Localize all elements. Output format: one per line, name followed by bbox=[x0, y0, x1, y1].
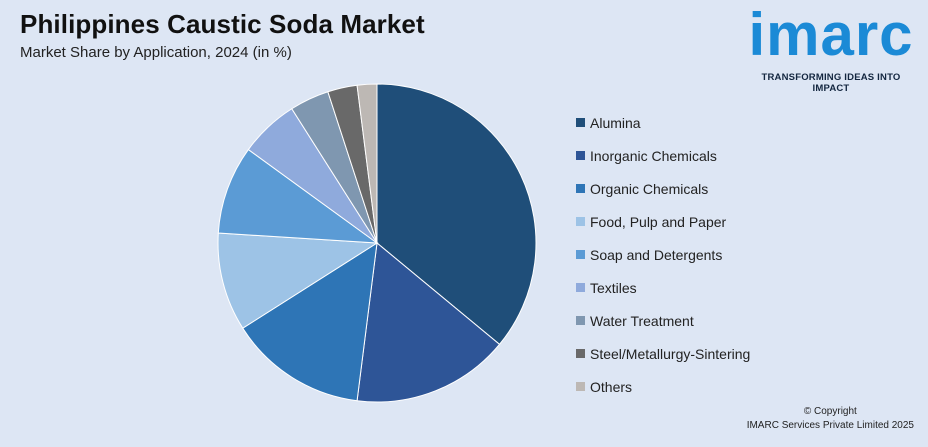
legend-swatch-6 bbox=[576, 316, 585, 325]
legend-item-5: Textiles bbox=[576, 271, 750, 304]
legend-label-8: Others bbox=[590, 378, 633, 395]
legend-swatch-3 bbox=[576, 217, 585, 226]
legend-swatch-2 bbox=[576, 184, 585, 193]
legend-item-2: Organic Chemicals bbox=[576, 172, 750, 205]
imarc-logo: imarc TRANSFORMING IDEAS INTO IMPACT bbox=[742, 2, 920, 95]
legend-item-6: Water Treatment bbox=[576, 304, 750, 337]
copyright-company: IMARC Services Private Limited 2025 bbox=[746, 420, 914, 431]
legend-label-4: Soap and Detergents bbox=[590, 246, 723, 263]
legend-label-0: Alumina bbox=[590, 114, 641, 131]
chart-subtitle: Market Share by Application, 2024 (in %) bbox=[20, 44, 292, 61]
legend-item-7: Steel/Metallurgy-Sintering bbox=[576, 337, 750, 370]
copyright-notice: © Copyright IMARC Services Private Limit… bbox=[747, 405, 914, 433]
chart-legend: Alumina Inorganic Chemicals Organic Chemic… bbox=[576, 106, 750, 403]
pie-slice-2 bbox=[242, 242, 378, 402]
legend-item-8: Others bbox=[576, 370, 750, 403]
legend-item-4: Soap and Detergents bbox=[576, 238, 750, 271]
legend-label-3: Food, Pulp and Paper bbox=[590, 213, 727, 230]
legend-swatch-7 bbox=[576, 349, 585, 358]
pie-slice-3 bbox=[217, 232, 379, 329]
legend-label-2: Organic Chemicals bbox=[590, 180, 709, 197]
legend-label-7: Steel/Metallurgy-Sintering bbox=[590, 345, 751, 362]
legend-swatch-1 bbox=[576, 151, 585, 160]
legend-label-1: Inorganic Chemicals bbox=[590, 147, 717, 164]
legend-item-1: Inorganic Chemicals bbox=[576, 139, 750, 172]
chart-title: Philippines Caustic Soda Market bbox=[20, 9, 425, 39]
legend-swatch-0 bbox=[576, 118, 585, 127]
legend-swatch-5 bbox=[576, 283, 585, 292]
legend-swatch-4 bbox=[576, 250, 585, 259]
legend-label-5: Textiles bbox=[590, 279, 637, 296]
pie-slice-0 bbox=[376, 83, 537, 346]
logo-wordmark: imarc bbox=[748, 1, 914, 68]
legend-item-3: Food, Pulp and Paper bbox=[576, 205, 750, 238]
legend-swatch-8 bbox=[576, 382, 585, 391]
legend-label-6: Water Treatment bbox=[590, 312, 694, 329]
legend-item-0: Alumina bbox=[576, 106, 750, 139]
logo-tagline: TRANSFORMING IDEAS INTO IMPACT bbox=[761, 72, 901, 94]
pie-slice-8 bbox=[356, 83, 378, 244]
copyright-label: © Copyright bbox=[803, 406, 857, 417]
pie-slice-1 bbox=[356, 242, 501, 403]
pie-slice-4 bbox=[217, 148, 379, 244]
